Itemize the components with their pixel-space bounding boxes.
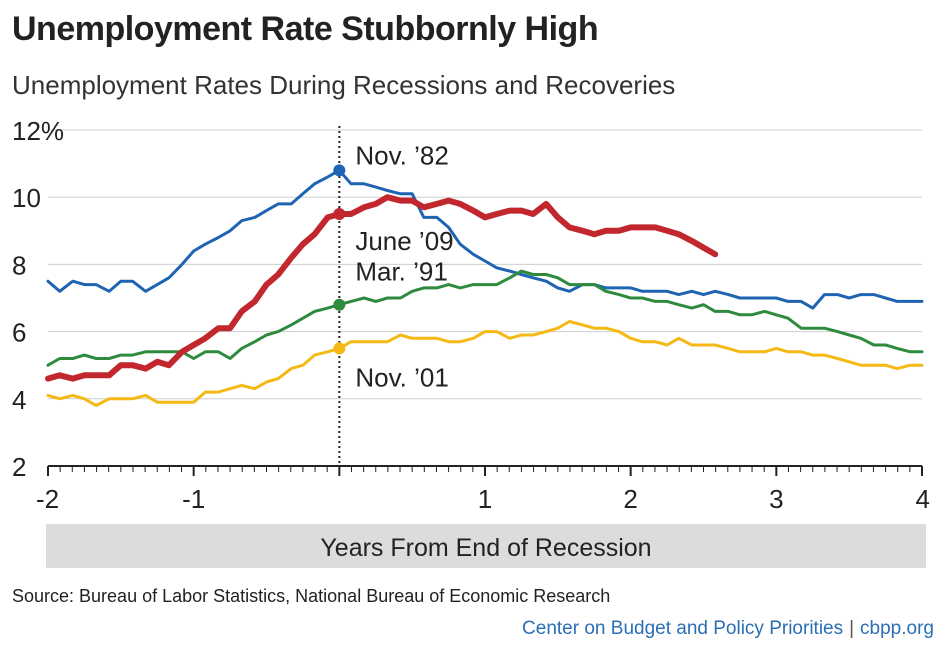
gridlines: [48, 129, 922, 400]
x-tick-label: 1: [478, 484, 492, 514]
x-tick-label: -1: [182, 484, 205, 514]
x-tick-label: 2: [623, 484, 637, 514]
x-tick-label: 3: [769, 484, 783, 514]
series-line-nov01: [46, 320, 924, 407]
site-link[interactable]: cbpp.org: [860, 618, 934, 639]
y-tick-label: 12%: [12, 116, 64, 146]
annotation-label: Mar. ’91: [355, 257, 448, 287]
credit-separator: |: [849, 618, 855, 639]
annotation-label: Nov. ’82: [355, 140, 448, 170]
series-line-nov82: [46, 168, 924, 310]
chart-title: Unemployment Rate Stubbornly High: [12, 10, 599, 48]
chart-subtitle: Unemployment Rates During Recessions and…: [12, 70, 676, 100]
x-tick-label: 4: [916, 484, 930, 514]
y-tick-label: 8: [12, 250, 26, 280]
annotation-label: June ’09: [355, 226, 453, 256]
series-marker-june09: [333, 208, 346, 220]
axes: 2 4 6 8 10 12% -2 -1 1 2 3 4 Years From End of Reces…: [12, 116, 930, 568]
x-axis-title-band: [46, 524, 926, 568]
y-tick-label: 4: [12, 385, 26, 415]
x-axis-title: Years From End of Recession: [320, 534, 651, 562]
series-line-mar91: [46, 269, 924, 367]
y-tick-label: 10: [12, 183, 41, 213]
series-marker-nov82: [333, 164, 346, 177]
series-lines: [45, 168, 924, 407]
credit-line: Center on Budget and Policy Priorities | c…: [522, 618, 934, 640]
org-name: Center on Budget and Policy Priorities: [522, 618, 844, 639]
annotation-label: Nov. ’01: [355, 362, 448, 392]
source-note: Source: Bureau of Labor Statistics, Nati…: [12, 586, 611, 606]
y-tick-label: 6: [12, 318, 26, 348]
series-marker-mar91: [333, 298, 346, 311]
series-line-june09: [45, 194, 719, 382]
series-markers: [333, 164, 346, 355]
series-marker-nov01: [333, 342, 346, 355]
y-tick-label: 2: [12, 452, 26, 482]
x-tick-label: -2: [36, 484, 59, 514]
